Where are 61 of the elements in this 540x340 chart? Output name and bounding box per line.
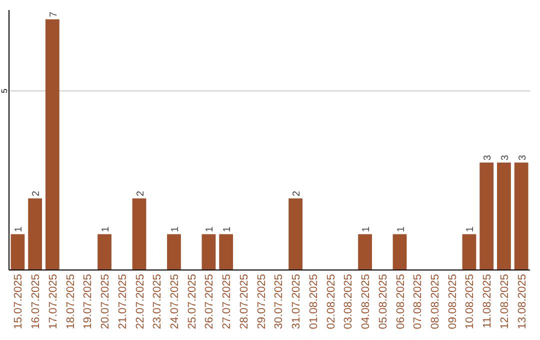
x-tick-label: 21.07.2025 — [116, 274, 129, 330]
bar — [132, 198, 146, 270]
x-tick-label: 10.08.2025 — [464, 274, 476, 330]
x-tick-label: 24.07.2025 — [168, 274, 181, 330]
x-tick-label: 18.07.2025 — [64, 274, 77, 330]
x-tick-label: 05.08.2025 — [377, 274, 390, 330]
data-label: 2 — [31, 190, 42, 196]
data-label: 2 — [135, 190, 146, 196]
x-tick-label: 11.08.2025 — [482, 274, 494, 328]
x-tick-label: 29.07.2025 — [256, 274, 268, 330]
x-tick-label: 22.07.2025 — [134, 274, 146, 330]
x-tick-label: 08.08.2025 — [429, 274, 442, 330]
bar — [288, 198, 302, 270]
bar — [514, 162, 528, 270]
data-label: 1 — [361, 226, 372, 232]
x-tick-label: 02.08.2025 — [325, 274, 338, 330]
bar — [462, 234, 476, 270]
x-tick-label: 16.07.2025 — [30, 274, 42, 330]
bar — [202, 234, 216, 270]
data-label: 1 — [14, 226, 25, 232]
x-tick-label: 23.07.2025 — [152, 274, 164, 330]
x-tick-label: 13.08.2025 — [516, 274, 528, 330]
bar — [392, 234, 407, 270]
data-label: 1 — [100, 226, 112, 232]
data-label: 3 — [482, 154, 494, 161]
x-tick-label: 12.08.2025 — [498, 274, 511, 330]
data-label: 1 — [396, 226, 407, 232]
x-tick-label: 28.07.2025 — [238, 274, 250, 330]
x-tick-label: 20.07.2025 — [100, 274, 112, 330]
bar — [10, 234, 25, 270]
data-label: 3 — [517, 154, 528, 161]
x-tick-label: 19.07.2025 — [82, 274, 94, 330]
data-label: 3 — [500, 154, 511, 161]
bar — [358, 234, 372, 270]
x-tick-label: 09.08.2025 — [446, 274, 459, 330]
x-tick-label: 17.07.2025 — [47, 274, 60, 330]
data-label: 1 — [465, 226, 476, 232]
bar — [45, 19, 60, 270]
data-label: 7 — [48, 11, 60, 18]
x-tick-label: 27.07.2025 — [221, 274, 234, 330]
bar — [28, 198, 42, 270]
x-tick-label: 07.08.2025 — [412, 274, 424, 330]
data-label: 2 — [292, 190, 303, 196]
data-label: 1 — [204, 226, 216, 232]
x-tick-label: 25.07.2025 — [186, 274, 198, 330]
bar — [480, 162, 494, 270]
x-tick-label: 01.08.2025 — [308, 274, 320, 330]
y-tick-label: 5 — [0, 88, 9, 94]
bar — [167, 234, 181, 270]
bar — [497, 162, 511, 270]
bar — [98, 234, 112, 270]
data-label: 1 — [170, 226, 181, 232]
bar — [219, 234, 234, 270]
x-tick-label: 30.07.2025 — [273, 274, 286, 330]
x-tick-label: 15.07.2025 — [12, 274, 25, 330]
x-tick-label: 26.07.2025 — [204, 274, 216, 330]
x-tick-label: 31.07.2025 — [290, 274, 303, 330]
x-tick-label: 04.08.2025 — [360, 274, 372, 330]
x-tick-label: 03.08.2025 — [342, 274, 355, 330]
x-tick-label: 06.08.2025 — [394, 274, 407, 330]
data-label: 1 — [222, 226, 234, 232]
